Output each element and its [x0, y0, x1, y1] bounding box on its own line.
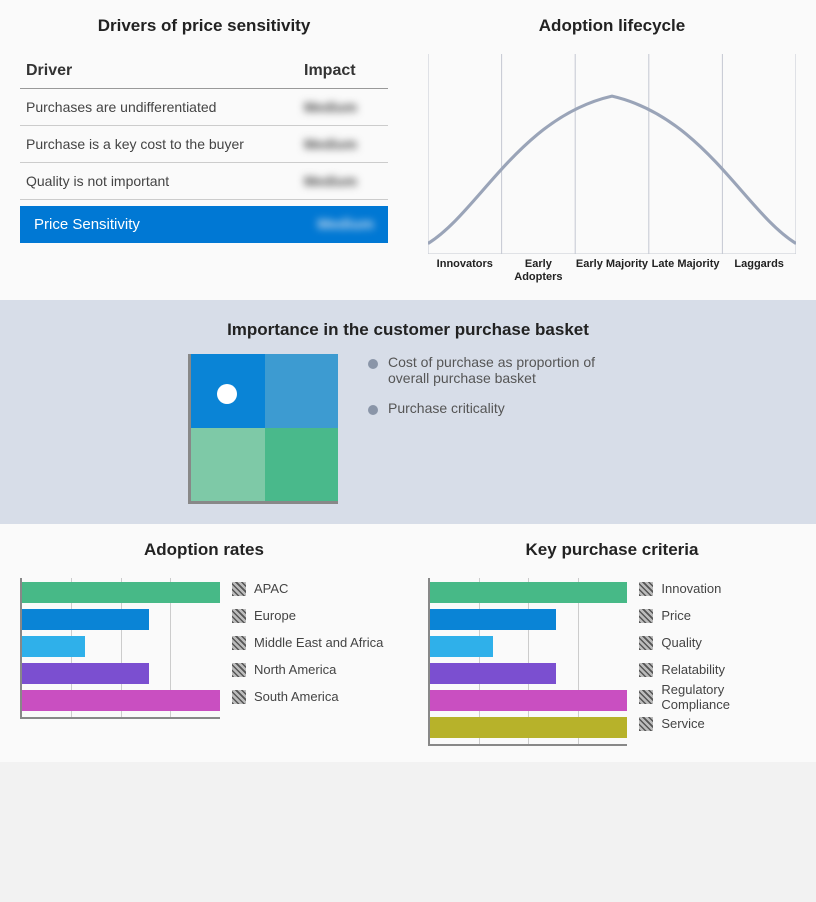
adoption-rates-chart: [20, 578, 220, 719]
hbar: [22, 690, 220, 711]
legend-swatch-icon: [232, 609, 246, 623]
hbar: [430, 690, 627, 711]
hbar-legend-label: Service: [661, 716, 704, 731]
basket-legend-label: Purchase criticality: [388, 400, 505, 416]
bottom-row: Adoption rates APAC Europe Middle East and…: [0, 524, 816, 762]
lifecycle-label: Laggards: [722, 258, 796, 284]
adoption-rates-title: Adoption rates: [20, 540, 388, 560]
lifecycle-chart: [428, 54, 796, 254]
legend-swatch-icon: [639, 582, 653, 596]
hbar-legend-item: Quality: [639, 632, 796, 653]
hbar: [22, 663, 149, 684]
hbar: [430, 717, 627, 738]
legend-swatch-icon: [232, 690, 246, 704]
key-criteria-legend: Innovation Price Quality Relatability Regula…: [639, 578, 796, 746]
ps-col-impact: Impact: [298, 54, 388, 89]
lifecycle-label: Early Adopters: [502, 258, 576, 284]
hbar-legend-label: North America: [254, 662, 336, 677]
ps-summary-label: Price Sensitivity: [34, 216, 140, 233]
lifecycle-labels: InnovatorsEarly AdoptersEarly MajorityLa…: [428, 258, 796, 284]
hbar-legend-label: South America: [254, 689, 339, 704]
hbar-legend-label: Innovation: [661, 581, 721, 596]
price-sensitivity-summary: Price Sensitivity Medium: [20, 206, 388, 243]
quadrant-top-right: [265, 354, 339, 428]
hbar-legend-item: Europe: [232, 605, 383, 626]
hbar-legend-item: South America: [232, 686, 383, 707]
legend-swatch-icon: [639, 609, 653, 623]
hbar-legend-label: Regulatory Compliance: [661, 682, 796, 712]
ps-impact-cell: Medium: [298, 126, 388, 163]
ps-row: Purchase is a key cost to the buyerMediu…: [20, 126, 388, 163]
lifecycle-label: Late Majority: [649, 258, 723, 284]
bullet-icon: [368, 405, 378, 415]
ps-driver-cell: Purchase is a key cost to the buyer: [20, 126, 298, 163]
basket-legend-item: Purchase criticality: [368, 400, 628, 416]
hbar-legend-label: Quality: [661, 635, 701, 650]
basket-title: Importance in the customer purchase bask…: [20, 320, 796, 340]
hbar-legend-item: Service: [639, 713, 796, 734]
hbar-legend-item: APAC: [232, 578, 383, 599]
adoption-lifecycle-title: Adoption lifecycle: [428, 16, 796, 36]
basket-section: Importance in the customer purchase bask…: [0, 300, 816, 524]
hbar: [430, 636, 493, 657]
ps-impact-cell: Medium: [298, 89, 388, 126]
adoption-rates-section: Adoption rates APAC Europe Middle East and…: [0, 524, 408, 762]
price-sensitivity-section: Drivers of price sensitivity Driver Impa…: [0, 0, 408, 300]
hbar-legend-item: North America: [232, 659, 383, 680]
legend-swatch-icon: [232, 636, 246, 650]
price-sensitivity-title: Drivers of price sensitivity: [20, 16, 388, 36]
ps-row: Quality is not importantMedium: [20, 163, 388, 200]
basket-legend-item: Cost of purchase as proportion of overal…: [368, 354, 628, 386]
hbar-legend-label: Middle East and Africa: [254, 635, 383, 650]
key-criteria-section: Key purchase criteria Innovation Price Qua…: [408, 524, 816, 762]
legend-swatch-icon: [232, 582, 246, 596]
lifecycle-label: Innovators: [428, 258, 502, 284]
legend-swatch-icon: [639, 636, 653, 650]
key-criteria-title: Key purchase criteria: [428, 540, 796, 560]
basket-quadrant: [188, 354, 338, 504]
top-row: Drivers of price sensitivity Driver Impa…: [0, 0, 816, 300]
basket-legend: Cost of purchase as proportion of overal…: [368, 354, 628, 430]
legend-swatch-icon: [639, 717, 653, 731]
quadrant-bottom-left: [191, 428, 265, 502]
price-sensitivity-table: Driver Impact Purchases are undifferenti…: [20, 54, 388, 200]
quadrant-bottom-right: [265, 428, 339, 502]
hbar-legend-label: Price: [661, 608, 691, 623]
ps-row: Purchases are undifferentiatedMedium: [20, 89, 388, 126]
hbar-legend-item: Regulatory Compliance: [639, 686, 796, 707]
lifecycle-label: Early Majority: [575, 258, 649, 284]
ps-impact-cell: Medium: [298, 163, 388, 200]
basket-legend-label: Cost of purchase as proportion of overal…: [388, 354, 628, 386]
legend-swatch-icon: [232, 663, 246, 677]
hbar-legend-item: Relatability: [639, 659, 796, 680]
key-criteria-chart: [428, 578, 627, 746]
bullet-icon: [368, 359, 378, 369]
adoption-rates-legend: APAC Europe Middle East and Africa North Am…: [232, 578, 383, 719]
hbar: [22, 636, 85, 657]
hbar: [430, 582, 627, 603]
hbar-legend-label: Relatability: [661, 662, 725, 677]
adoption-lifecycle-section: Adoption lifecycle InnovatorsEarly Adopt…: [408, 0, 816, 300]
hbar: [22, 582, 220, 603]
hbar-legend-label: Europe: [254, 608, 296, 623]
hbar: [22, 609, 149, 630]
hbar: [430, 609, 556, 630]
hbar: [430, 663, 556, 684]
ps-driver-cell: Purchases are undifferentiated: [20, 89, 298, 126]
ps-driver-cell: Quality is not important: [20, 163, 298, 200]
hbar-legend-item: Middle East and Africa: [232, 632, 383, 653]
ps-summary-value: Medium: [317, 216, 374, 233]
legend-swatch-icon: [639, 663, 653, 677]
legend-swatch-icon: [639, 690, 653, 704]
ps-col-driver: Driver: [20, 54, 298, 89]
hbar-legend-item: Price: [639, 605, 796, 626]
hbar-legend-item: Innovation: [639, 578, 796, 599]
hbar-legend-label: APAC: [254, 581, 288, 596]
